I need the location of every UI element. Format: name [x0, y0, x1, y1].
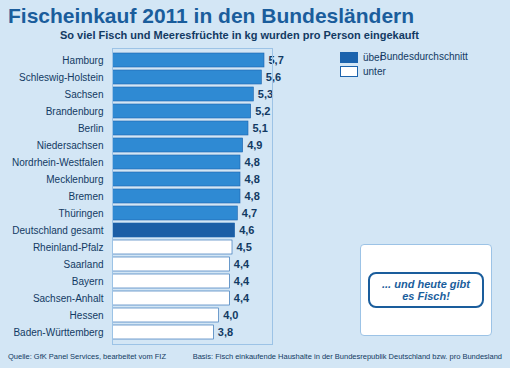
svg-text:5,2: 5,2	[255, 105, 270, 117]
svg-text:Nordrhein-Westfalen: Nordrhein-Westfalen	[12, 157, 104, 168]
svg-text:Sachsen-Anhalt: Sachsen-Anhalt	[33, 293, 104, 304]
svg-text:5,6: 5,6	[266, 71, 281, 83]
svg-text:4,6: 4,6	[239, 224, 254, 236]
svg-text:5,7: 5,7	[269, 54, 284, 66]
svg-text:4,8: 4,8	[245, 173, 260, 185]
html-text:Basis: Fisch einkaufende Haush: Basis: Fisch einkaufende Haushalte in de…	[192, 352, 502, 361]
svg-text:Brandenburg: Brandenburg	[46, 106, 104, 117]
svg-text:Niedersachsen: Niedersachsen	[37, 140, 104, 151]
svg-text:Sachsen: Sachsen	[65, 89, 104, 100]
svg-text:Saarland: Saarland	[63, 259, 103, 270]
html-text:So viel Fisch und Meeresfrücht: So viel Fisch und Meeresfrüchte in kg wu…	[60, 29, 419, 41]
svg-text:Mecklenburg: Mecklenburg	[46, 174, 103, 185]
svg-text:Deutschland gesamt: Deutschland gesamt	[12, 225, 103, 236]
svg-text:Berlin: Berlin	[78, 123, 104, 134]
svg-text:4,4: 4,4	[234, 275, 250, 287]
html-text:Bundesdurchschnitt: Bundesdurchschnitt	[380, 51, 468, 62]
svg-text:5,3: 5,3	[258, 88, 273, 100]
svg-text:4,9: 4,9	[247, 139, 262, 151]
svg-text:3,8: 3,8	[218, 326, 233, 338]
html-text:... und heute gibt es Fisch!: ... und heute gibt es Fisch!	[382, 278, 470, 302]
svg-text:Thüringen: Thüringen	[58, 208, 103, 219]
svg-text:5,1: 5,1	[253, 122, 268, 134]
svg-text:4,4: 4,4	[234, 292, 250, 304]
svg-text:4,4: 4,4	[234, 258, 250, 270]
svg-text:Bremen: Bremen	[68, 191, 103, 202]
svg-text:4,8: 4,8	[245, 156, 260, 168]
svg-text:4,8: 4,8	[245, 190, 260, 202]
svg-text:Baden-Württemberg: Baden-Württemberg	[13, 327, 103, 338]
svg-text:Hessen: Hessen	[70, 310, 104, 321]
html-text:über: über	[363, 51, 383, 63]
svg-text:Rheinland-Pfalz: Rheinland-Pfalz	[33, 242, 104, 253]
svg-text:Hamburg: Hamburg	[62, 55, 103, 66]
svg-text:Bayern: Bayern	[72, 276, 104, 287]
html-text:Quelle: GfK Panel Services, be: Quelle: GfK Panel Services, bearbeitet v…	[8, 352, 166, 361]
svg-text:4,5: 4,5	[237, 241, 252, 253]
svg-text:4,7: 4,7	[242, 207, 257, 219]
html-text:Fischeinkauf 2011 in den Bunde: Fischeinkauf 2011 in den Bundesländern	[8, 4, 415, 27]
svg-text:4,0: 4,0	[223, 309, 238, 321]
html-text:unter: unter	[363, 65, 386, 77]
svg-text:Schleswig-Holstein: Schleswig-Holstein	[19, 72, 103, 83]
